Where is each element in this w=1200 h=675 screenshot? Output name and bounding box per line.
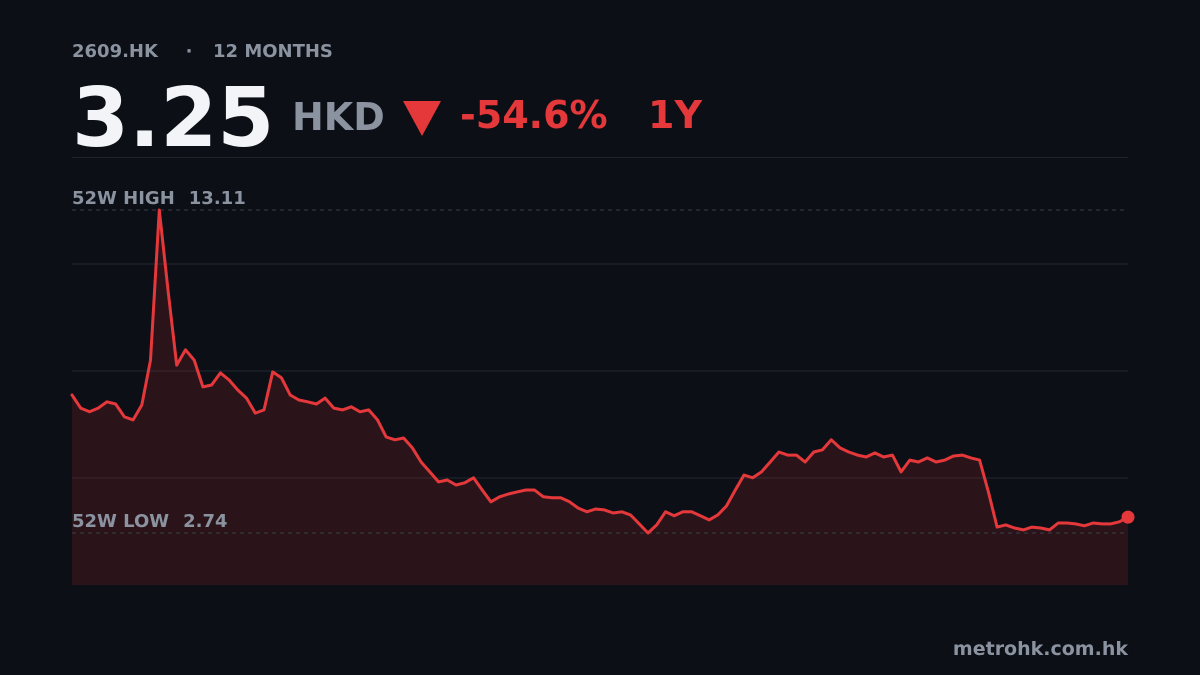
period-label: 12 MONTHS (213, 41, 333, 62)
plot: 52W HIGH 13.11 52W LOW 2.74 (70, 188, 1135, 585)
high-label: 52W HIGH (72, 188, 175, 209)
high-value: 13.11 (189, 188, 246, 209)
price: 3.25 (72, 71, 274, 166)
low-label: 52W LOW (72, 511, 169, 532)
change-period: 1Y (648, 93, 702, 137)
separator: · (186, 41, 193, 62)
down-arrow (403, 101, 441, 136)
last-point (1121, 510, 1135, 524)
area (72, 210, 1128, 585)
low-value: 2.74 (183, 511, 227, 532)
currency: HKD (292, 95, 385, 139)
ticker: 2609.HK (72, 41, 159, 62)
price-line (70, 208, 1130, 535)
source: metrohk.com.hk (953, 638, 1128, 660)
change: -54.6% (460, 93, 608, 137)
